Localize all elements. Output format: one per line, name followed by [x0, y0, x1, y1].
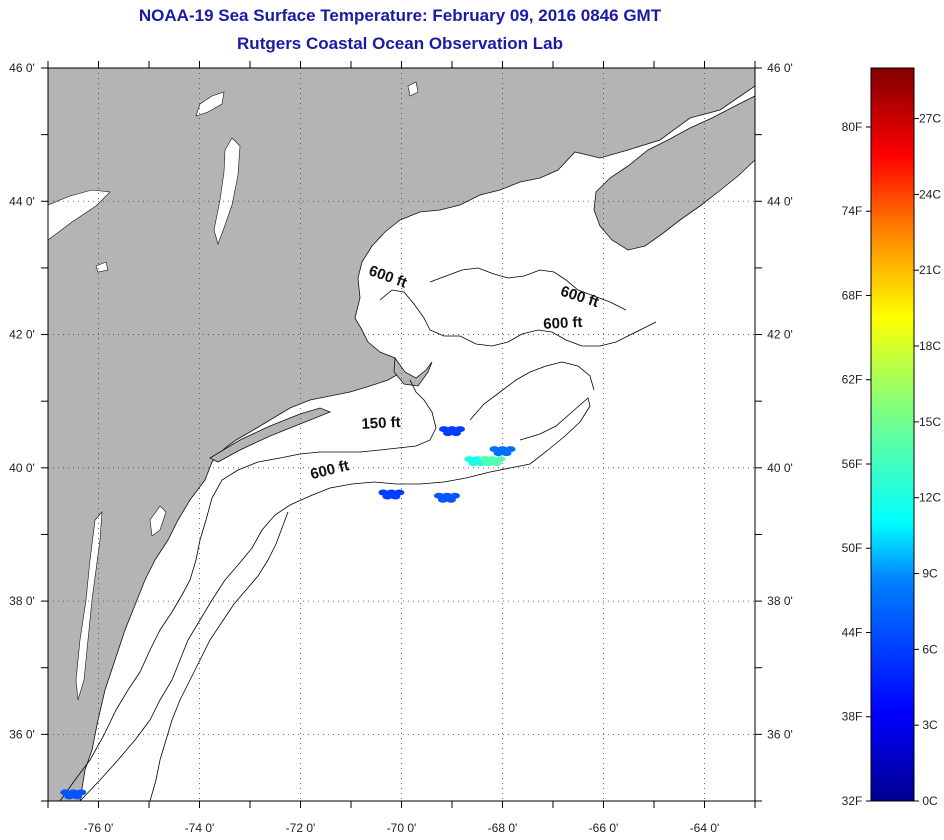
lat-tick-label-left: 38 0'	[9, 594, 35, 608]
land-long-island	[209, 407, 332, 463]
lat-tick-label-left: 40 0'	[9, 461, 35, 475]
sst-patch	[449, 492, 460, 499]
delaware-bay	[149, 505, 167, 537]
graticule	[48, 68, 755, 801]
lon-tick-label: -68 0'	[488, 821, 518, 835]
lat-tick-label-right: 44 0'	[767, 194, 793, 208]
lon-tick-label: -66 0'	[589, 821, 619, 835]
isobath-contours	[59, 267, 657, 801]
land-nova-scotia	[593, 95, 755, 251]
lon-tick-label: -70 0'	[387, 821, 417, 835]
isobath-label: 600 ft	[543, 314, 583, 333]
lat-tick-label-left: 42 0'	[9, 328, 35, 342]
lon-tick-label: -74 0'	[185, 821, 215, 835]
sst-patch	[394, 489, 405, 496]
isobath-sw-shelf	[149, 511, 289, 801]
isobath-label: 150 ft	[361, 414, 401, 433]
sst-patch	[455, 426, 465, 433]
lat-tick-label-right: 42 0'	[767, 328, 793, 342]
isobath-gulf-inner	[429, 267, 627, 311]
lake-small-2	[95, 261, 109, 273]
axis-labels: -76 0' -74 0' -72 0' -70 0' -68 0' -66 0' -64 …	[9, 61, 793, 835]
lon-tick-label: -76 0'	[84, 821, 114, 835]
sst-patch	[495, 456, 506, 463]
lake-champlain	[213, 137, 241, 245]
lat-tick-label-right: 40 0'	[767, 461, 793, 475]
lat-tick-label-left: 36 0'	[9, 727, 35, 741]
map-subtitle: Rutgers Coastal Ocean Observation Lab	[237, 34, 563, 53]
isobath-gulf-of-maine	[379, 289, 657, 347]
isobath-600ft-shelf	[79, 397, 591, 801]
lat-tick-label-right: 36 0'	[767, 727, 793, 741]
sst-patch	[76, 789, 87, 796]
lat-tick-label-left: 46 0'	[9, 61, 35, 75]
lat-tick-label-left: 44 0'	[9, 194, 35, 208]
chesapeake-bay	[75, 511, 103, 701]
lat-tick-label-right: 46 0'	[767, 61, 793, 75]
lake-small-1	[195, 91, 225, 117]
lon-tick-label: -72 0'	[286, 821, 316, 835]
axis-ticks	[41, 61, 762, 808]
isobath-georges-bank	[469, 361, 595, 421]
land-cape-cod	[393, 356, 433, 387]
lake-ontario	[48, 189, 111, 241]
isobath-150ft-shelf	[59, 379, 437, 801]
sst-observations	[60, 426, 516, 800]
map-title: NOAA-19 Sea Surface Temperature: Februar…	[138, 6, 662, 25]
lake-small-3	[407, 81, 419, 97]
lon-tick-label: -64 0'	[690, 821, 720, 835]
lat-tick-label-right: 38 0'	[767, 594, 793, 608]
sst-patch	[505, 446, 516, 453]
